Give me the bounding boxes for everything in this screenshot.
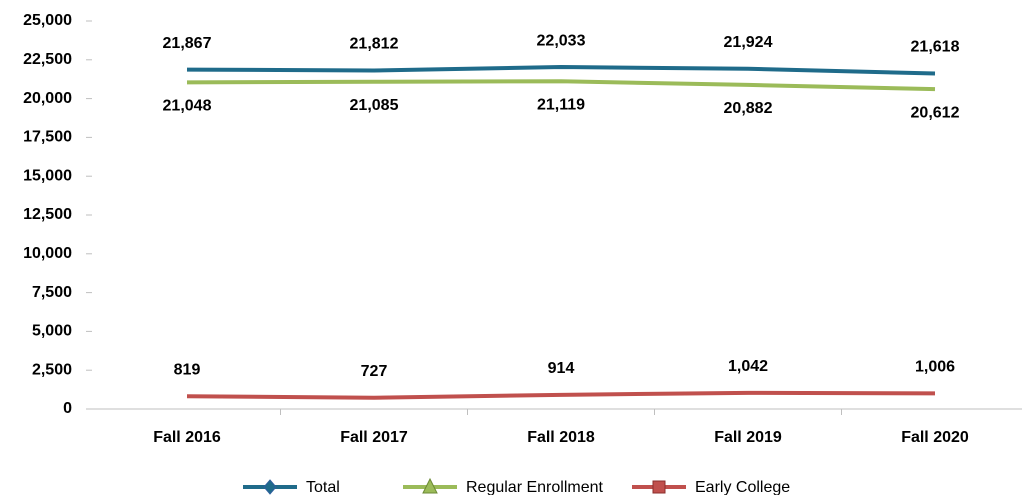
- y-tick-label: 15,000: [23, 167, 72, 184]
- y-tick-label: 5,000: [32, 323, 72, 340]
- data-label: 21,119: [537, 96, 585, 113]
- data-label: 727: [361, 363, 388, 380]
- x-tick-label: Fall 2019: [714, 429, 782, 446]
- data-label: 21,048: [163, 98, 212, 115]
- legend-marker: [652, 480, 666, 494]
- data-label: 21,618: [911, 39, 960, 56]
- data-label: 21,812: [350, 36, 399, 53]
- data-label: 21,867: [163, 35, 212, 52]
- data-label: 22,033: [537, 32, 586, 49]
- data-label: 20,882: [724, 100, 773, 117]
- data-label: 1,042: [728, 358, 768, 375]
- y-tick-label: 0: [63, 400, 72, 417]
- y-tick-label: 22,500: [23, 51, 72, 68]
- y-tick-label: 17,500: [23, 129, 72, 146]
- legend-label: Regular Enrollment: [466, 479, 604, 495]
- y-tick-label: 20,000: [23, 90, 72, 107]
- line-series: [186, 390, 936, 400]
- data-label: 914: [548, 360, 575, 377]
- legend-marker: [422, 477, 438, 494]
- line-series: [186, 65, 936, 76]
- x-tick-label: Fall 2016: [153, 429, 221, 446]
- x-tick-label: Fall 2018: [527, 429, 595, 446]
- legend-label: Total: [306, 479, 340, 495]
- y-tick-label: 25,000: [23, 12, 72, 29]
- y-tick-label: 7,500: [32, 284, 72, 301]
- line-series: [186, 79, 936, 92]
- data-label: 21,085: [350, 97, 399, 114]
- y-tick-label: 2,500: [32, 361, 72, 378]
- y-tick-label: 12,500: [23, 206, 72, 223]
- legend-label: Early College: [695, 479, 790, 495]
- legend-marker: [263, 479, 277, 495]
- x-tick-label: Fall 2020: [901, 429, 969, 446]
- data-label: 21,924: [724, 34, 773, 51]
- data-label: 819: [174, 362, 201, 379]
- y-tick-label: 10,000: [23, 245, 72, 262]
- data-label: 1,006: [915, 359, 955, 376]
- data-label: 20,612: [911, 104, 960, 121]
- x-tick-label: Fall 2017: [340, 429, 408, 446]
